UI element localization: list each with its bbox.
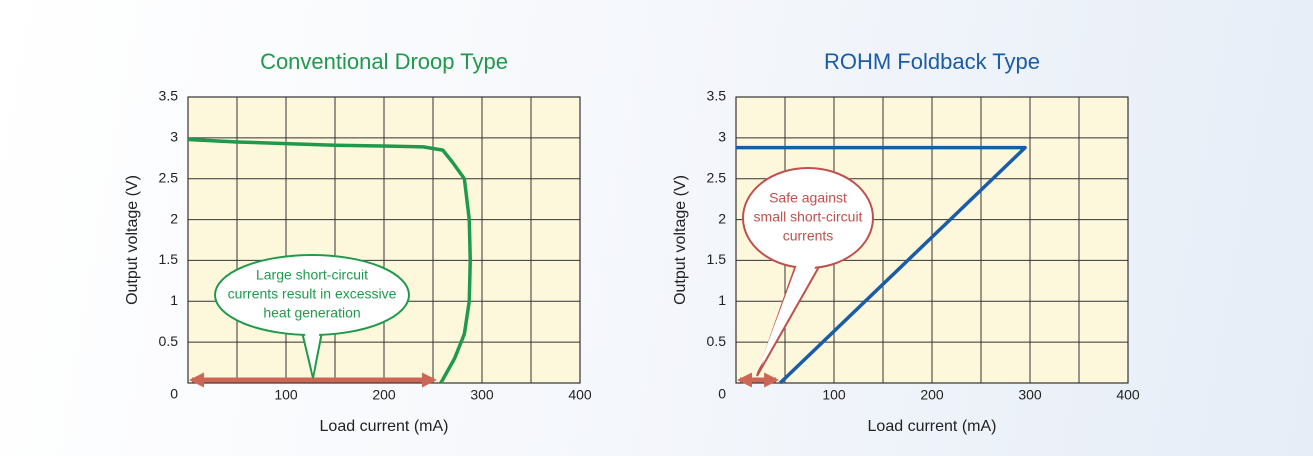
y-tick-label: 0 <box>170 386 178 402</box>
y-axis-label: Output voltage (V) <box>124 175 141 305</box>
line-series <box>187 137 472 384</box>
x-tick-label: 100 <box>274 387 298 403</box>
x-axis-label: Load current (mA) <box>320 418 449 435</box>
callout-text: Safe against <box>769 190 847 206</box>
callout-text: small short-circuit <box>754 209 863 225</box>
callout-text: currents <box>783 228 834 244</box>
y-tick-label: 0 <box>718 386 726 402</box>
callout-text: Large short-circuit <box>256 267 368 283</box>
chart-title: Conventional Droop Type <box>260 49 508 74</box>
x-tick-label: 200 <box>920 387 944 403</box>
line-series <box>736 145 1027 385</box>
y-tick-label: 0.5 <box>159 333 179 349</box>
x-tick-label: 200 <box>372 387 396 403</box>
y-tick-label: 2.5 <box>707 169 727 185</box>
y-tick-label: 1 <box>170 292 178 308</box>
y-tick-label: 3 <box>718 129 726 145</box>
y-tick-label: 1.5 <box>159 251 179 267</box>
y-tick-label: 1 <box>718 292 726 308</box>
y-tick-label: 3 <box>170 129 178 145</box>
x-tick-label: 100 <box>822 387 846 403</box>
x-tick-label: 400 <box>1116 387 1140 403</box>
callout-text: heat generation <box>263 305 360 321</box>
y-tick-label: 0.5 <box>707 333 727 349</box>
callout-text: currents result in excessive <box>228 286 397 302</box>
plot-border <box>735 96 1129 384</box>
x-tick-label: 300 <box>1018 387 1042 403</box>
x-axis-label: Load current (mA) <box>868 418 997 435</box>
y-axis-label: Output voltage (V) <box>672 175 689 305</box>
x-tick-label: 400 <box>568 387 592 403</box>
chart-title: ROHM Foldback Type <box>824 49 1040 74</box>
y-tick-label: 2 <box>170 210 178 226</box>
y-tick-label: 2.5 <box>159 169 179 185</box>
x-tick-label: 300 <box>470 387 494 403</box>
callout-tail <box>756 264 821 377</box>
callout-tail-cover <box>304 329 320 374</box>
y-tick-label: 1.5 <box>707 251 727 267</box>
y-tick-label: 2 <box>718 210 726 226</box>
y-tick-label: 3.5 <box>159 88 179 104</box>
y-tick-label: 3.5 <box>707 88 727 104</box>
callout-tail-cover <box>757 262 818 372</box>
